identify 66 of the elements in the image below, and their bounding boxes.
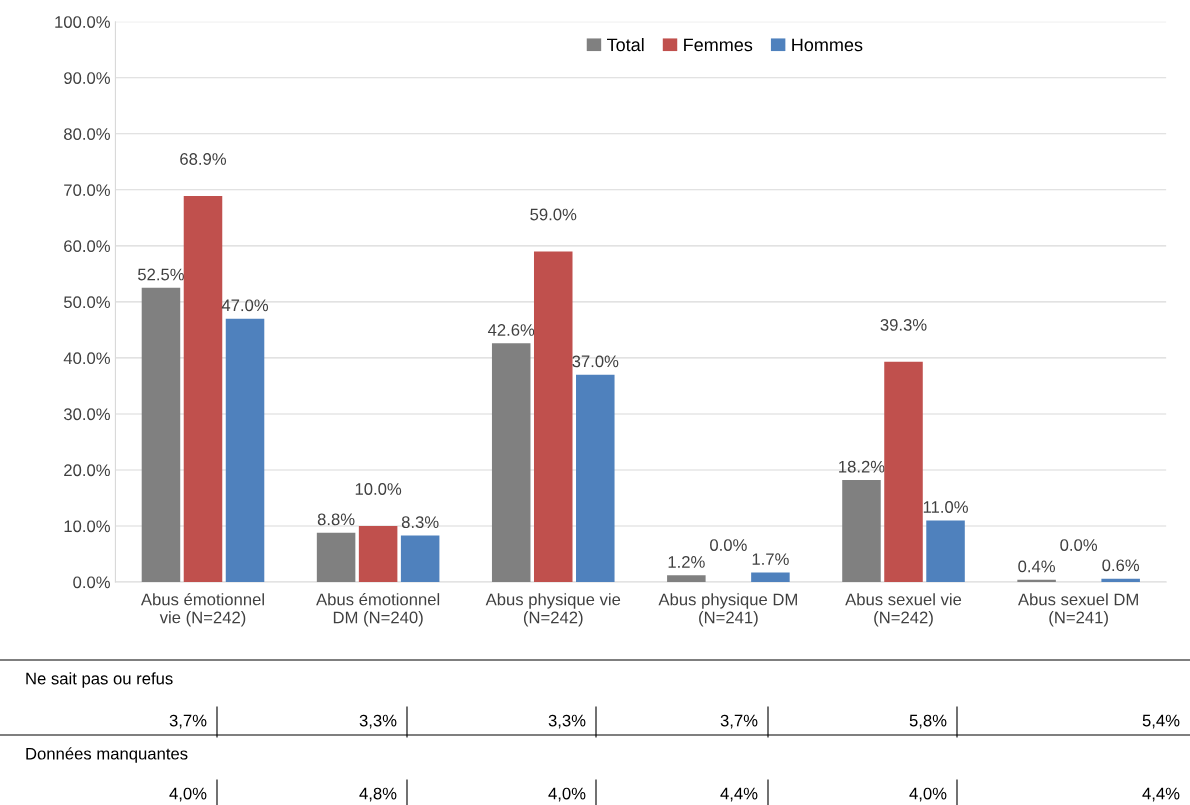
data-label: 0.6%	[1102, 559, 1140, 572]
data-label: 52.5%	[138, 268, 184, 281]
bar	[400, 535, 440, 583]
bar	[491, 343, 531, 583]
y-tick-label: 100.0%	[55, 16, 110, 28]
text: 4,8%	[359, 787, 397, 802]
text: Ne sait pas ou refus	[26, 672, 173, 688]
bar	[316, 532, 356, 583]
text: 4,4%	[720, 787, 758, 802]
y-tick-label: 30.0%	[63, 408, 110, 421]
bar	[141, 287, 181, 583]
x-tick-label: Abus physique DM (N=241)	[658, 593, 797, 627]
text: Données manquantes	[26, 747, 188, 763]
text: 3,7%	[720, 714, 758, 729]
data-label: 0.4%	[1018, 560, 1056, 573]
y-tick-label: 20.0%	[64, 464, 110, 477]
text: 3,3%	[359, 714, 397, 729]
bar	[183, 195, 223, 583]
bar	[576, 374, 615, 583]
text: 4,0%	[169, 787, 207, 802]
text: 3,3%	[548, 714, 586, 729]
bar	[667, 575, 706, 583]
x-tick-label: Abus physique vie (N=242)	[485, 593, 621, 627]
y-tick-label: 40.0%	[63, 352, 110, 365]
text: 5,4%	[1142, 714, 1180, 729]
y-tick-label: 0.0%	[73, 576, 110, 589]
bar	[358, 525, 398, 583]
text: 4,0%	[548, 787, 586, 802]
data-label: 59.0%	[530, 208, 577, 221]
legend-label: Hommes	[792, 38, 863, 52]
text: 5,8%	[909, 714, 947, 729]
text: 4,0%	[909, 787, 947, 802]
data-label: 10.0%	[355, 483, 402, 495]
text: 3,7%	[169, 714, 207, 729]
bar	[842, 480, 881, 583]
bar	[1017, 579, 1056, 583]
data-label: 8.8%	[317, 513, 355, 526]
y-tick-label: 90.0%	[64, 72, 110, 84]
x-tick-label: Abus émotionnel DM (N=240)	[316, 592, 440, 627]
y-tick-label: 70.0%	[64, 184, 110, 197]
y-tick-label: 60.0%	[64, 240, 110, 253]
text: 4,4%	[1142, 787, 1180, 802]
data-label: 42.6%	[487, 324, 535, 336]
legend-label: Total	[607, 37, 644, 52]
y-tick-label: 80.0%	[64, 128, 110, 140]
x-tick-label: Abus sexuel vie (N=242)	[845, 593, 962, 627]
bar	[533, 251, 573, 583]
bar	[1101, 578, 1140, 583]
x-tick-label: Abus émotionnel vie (N=242)	[140, 592, 264, 627]
bar	[225, 318, 265, 583]
y-tick-label: 10.0%	[64, 520, 110, 533]
bar	[926, 520, 965, 583]
data-label: 39.3%	[880, 318, 927, 331]
bar	[751, 572, 790, 583]
legend-label: Femmes	[684, 38, 753, 52]
data-label: 0.0%	[710, 539, 747, 551]
data-label: 0.0%	[1060, 539, 1098, 551]
data-label: 68.9%	[180, 153, 227, 165]
data-label: 37.0%	[572, 355, 619, 368]
data-label: 11.0%	[923, 501, 968, 513]
x-tick-label: Abus sexuel DM (N=241)	[1018, 593, 1138, 627]
data-label: 8.3%	[401, 516, 439, 529]
bar	[884, 361, 923, 583]
data-label: 1.2%	[668, 556, 705, 568]
data-label: 1.7%	[752, 553, 789, 565]
y-tick-label: 50.0%	[63, 296, 110, 309]
